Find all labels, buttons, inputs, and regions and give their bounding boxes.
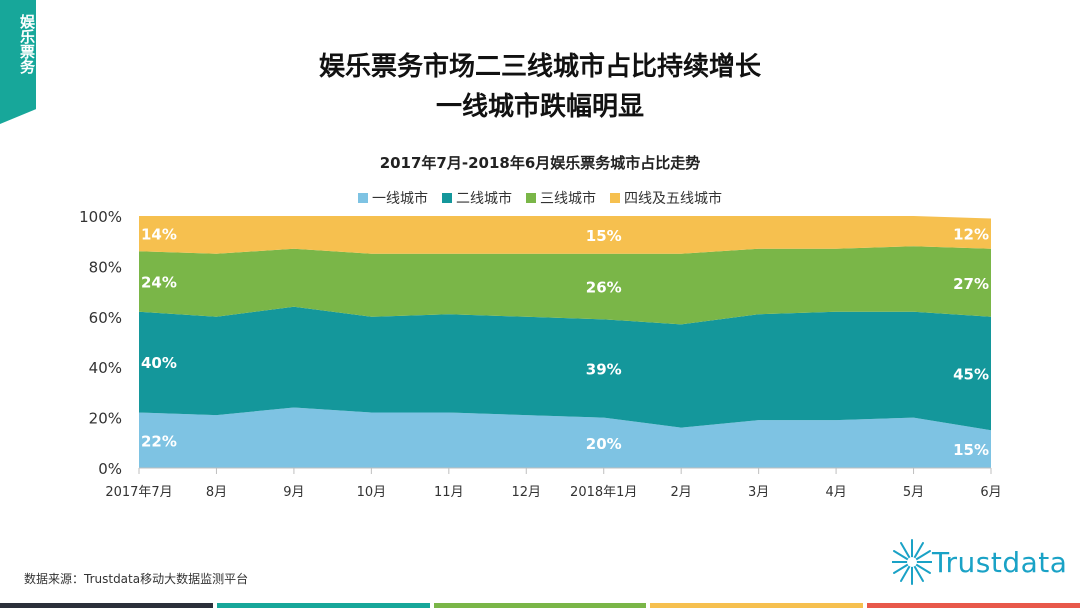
data-label: 24% bbox=[141, 274, 177, 292]
data-source-note: 数据来源：Trustdata移动大数据监测平台 bbox=[24, 572, 249, 586]
data-label: 12% bbox=[953, 226, 989, 244]
section-tag-label: 娱乐票务 bbox=[18, 14, 36, 74]
legend-swatch bbox=[610, 193, 620, 203]
y-tick-label: 80% bbox=[89, 258, 122, 276]
legend-item: 四线及五线城市 bbox=[610, 188, 722, 208]
x-tick-label: 3月 bbox=[748, 485, 769, 500]
x-tick-label: 10月 bbox=[357, 485, 387, 500]
area-series-1 bbox=[139, 407, 991, 468]
y-tick-label: 20% bbox=[89, 410, 122, 428]
y-tick-label: 60% bbox=[89, 309, 122, 327]
data-label: 15% bbox=[953, 441, 989, 459]
legend-label: 三线城市 bbox=[540, 191, 596, 207]
data-label: 14% bbox=[141, 226, 177, 244]
footer-bar-segment bbox=[650, 603, 864, 608]
x-tick-label: 5月 bbox=[903, 485, 924, 500]
legend-label: 四线及五线城市 bbox=[624, 191, 722, 207]
footer-bar-segment bbox=[0, 603, 213, 608]
data-label: 15% bbox=[586, 227, 622, 245]
logo-wordmark: Trustdata bbox=[932, 546, 1068, 579]
legend-swatch bbox=[358, 193, 368, 203]
x-tick-label: 12月 bbox=[511, 485, 541, 500]
data-label: 27% bbox=[953, 275, 989, 293]
footer-bar-segment bbox=[867, 603, 1080, 608]
section-tag bbox=[0, 0, 36, 124]
chart-legend: 一线城市 二线城市 三线城市 四线及五线城市 bbox=[0, 188, 1080, 208]
legend-swatch bbox=[526, 193, 536, 203]
area-series-2 bbox=[139, 306, 991, 431]
data-label: 20% bbox=[586, 435, 622, 453]
x-tick-label: 2017年7月 bbox=[105, 485, 172, 500]
data-label: 26% bbox=[586, 279, 622, 297]
footer-color-bar bbox=[0, 603, 1080, 608]
page-subtitle: 一线城市跌幅明显 bbox=[435, 92, 644, 122]
footer-bar-segment bbox=[216, 603, 430, 608]
data-label: 39% bbox=[586, 360, 622, 378]
y-tick-label: 40% bbox=[89, 359, 122, 377]
legend-swatch bbox=[442, 193, 452, 203]
x-tick-label: 11月 bbox=[434, 485, 464, 500]
data-label: 40% bbox=[141, 354, 177, 372]
area-series-3 bbox=[139, 246, 991, 325]
legend-label: 二线城市 bbox=[456, 191, 512, 207]
legend-item: 三线城市 bbox=[526, 188, 596, 208]
x-tick-label: 8月 bbox=[206, 485, 227, 500]
legend-item: 二线城市 bbox=[442, 188, 512, 208]
footer-bar-segment bbox=[433, 603, 647, 608]
trustdata-logo: Trustdata bbox=[891, 534, 1068, 590]
data-label: 22% bbox=[141, 432, 177, 450]
sunburst-logo-icon bbox=[891, 539, 933, 585]
chart-title: 2017年7月-2018年6月娱乐票务城市占比走势 bbox=[379, 154, 701, 172]
y-tick-label: 100% bbox=[79, 208, 122, 226]
x-tick-label: 6月 bbox=[980, 485, 1001, 500]
x-tick-label: 4月 bbox=[825, 485, 846, 500]
page-title: 娱乐票务市场二三线城市占比持续增长 bbox=[318, 52, 761, 82]
x-tick-label: 2月 bbox=[671, 485, 692, 500]
area-series-4 bbox=[139, 216, 991, 254]
x-tick-label: 2018年1月 bbox=[570, 485, 637, 500]
y-tick-label: 0% bbox=[98, 460, 122, 478]
x-tick-label: 9月 bbox=[283, 485, 304, 500]
data-label: 45% bbox=[953, 366, 989, 384]
legend-label: 一线城市 bbox=[372, 191, 428, 207]
legend-item: 一线城市 bbox=[358, 188, 428, 208]
